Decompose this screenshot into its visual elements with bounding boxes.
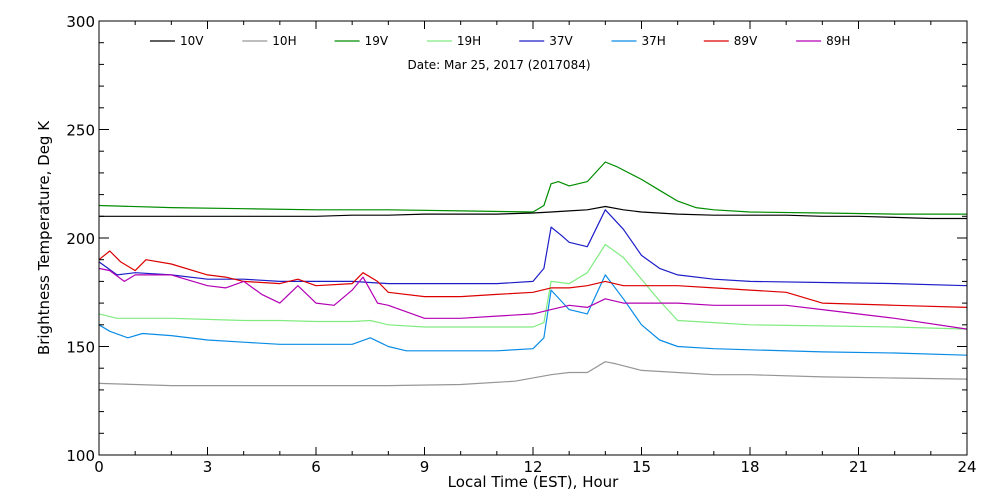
chart-subtitle: Date: Mar 25, 2017 (2017084)	[407, 58, 590, 72]
legend-label-19h: 19H	[457, 34, 481, 48]
x-tick-label: 21	[849, 458, 868, 476]
x-tick-label: 15	[632, 458, 651, 476]
series-line-89h	[98, 267, 968, 330]
y-axis-label: Brightness Temperature, Deg K	[35, 120, 53, 355]
y-tick-label: 150	[66, 339, 95, 357]
series-line-10v	[99, 205, 967, 220]
legend-label-37h: 37H	[642, 34, 666, 48]
legend-label-19v: 19V	[365, 34, 389, 48]
x-tick-label: 3	[203, 458, 213, 476]
legend-label-10h: 10H	[272, 34, 296, 48]
y-tick-label: 250	[66, 122, 95, 140]
legend-label-89v: 89V	[734, 34, 758, 48]
series-layer	[98, 161, 968, 387]
y-tick-label: 300	[66, 13, 95, 31]
legend-label-89h: 89H	[826, 34, 850, 48]
legend-label-37v: 37V	[549, 34, 573, 48]
series-line-37h	[98, 274, 968, 356]
legend-label-10v: 10V	[180, 34, 204, 48]
series-line-19h	[98, 243, 968, 330]
tick-layer: 0 3 6 9 12 15 18 21 24 100 150 200 250 300	[66, 13, 976, 476]
y-tick-label: 100	[66, 447, 95, 465]
legend: 10V 10H 19V 19H 37V 37H 89V 89H	[150, 34, 850, 48]
x-tick-label: 6	[311, 458, 321, 476]
x-tick-label: 12	[523, 458, 542, 476]
y-tick-label: 200	[66, 230, 95, 248]
series-line-37v	[98, 209, 968, 287]
series-line-10h	[98, 361, 968, 387]
x-tick-label: 18	[740, 458, 759, 476]
series-line-19v	[98, 161, 967, 215]
x-tick-label: 9	[420, 458, 430, 476]
series-line-89v	[98, 250, 968, 308]
x-axis-label: Local Time (EST), Hour	[448, 473, 619, 491]
x-tick-label: 24	[957, 458, 976, 476]
x-tick-label: 0	[94, 458, 104, 476]
